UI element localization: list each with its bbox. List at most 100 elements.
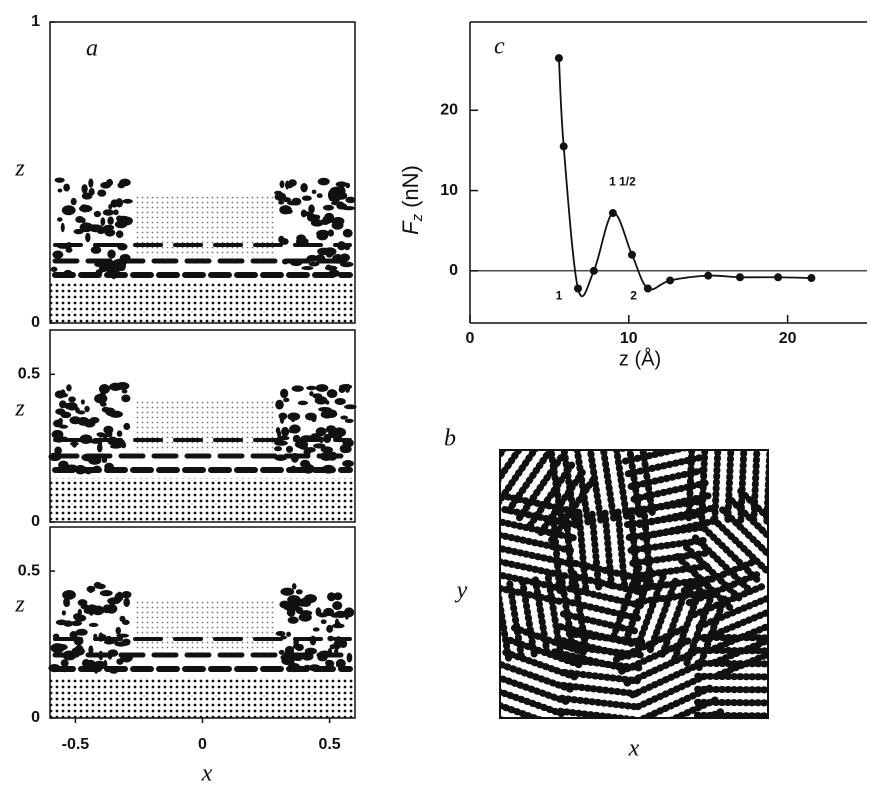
- fluid-molecule: [300, 597, 311, 607]
- fluid-molecule: [308, 664, 321, 671]
- fluid-molecule: [75, 216, 84, 223]
- fluid-molecule: [72, 438, 78, 448]
- fluid-molecule: [115, 627, 121, 635]
- fluid-molecule: [292, 385, 304, 392]
- data-point: [644, 284, 652, 292]
- fluid-molecule: [59, 400, 67, 408]
- molecule-chain: [780, 449, 783, 523]
- fluid-molecule: [337, 241, 346, 250]
- fluid-molecule: [123, 423, 130, 430]
- data-point: [774, 273, 782, 281]
- annotation: 2: [630, 289, 637, 303]
- x-axis-label: x: [201, 761, 213, 787]
- fluid-molecule: [343, 229, 353, 238]
- molecule-chain: [697, 728, 771, 729]
- fluid-molecule: [293, 654, 303, 661]
- fluid-molecule: [317, 232, 329, 241]
- fluid-molecule: [52, 250, 63, 258]
- fluid-molecule: [287, 412, 300, 420]
- fluid-molecule: [302, 195, 312, 200]
- fluid-molecule: [91, 605, 104, 615]
- x-tick-label: 0: [466, 330, 475, 347]
- fluid-molecule: [117, 243, 127, 250]
- fluid-molecule: [103, 209, 114, 216]
- fluid-molecule: [305, 413, 317, 421]
- fluid-molecule: [53, 634, 59, 640]
- fluid-molecule: [280, 588, 294, 596]
- fluid-molecule: [97, 189, 106, 196]
- data-point: [736, 273, 744, 281]
- y-axis-label: z: [14, 396, 25, 422]
- fluid-molecule: [120, 254, 131, 261]
- fluid-molecule: [81, 399, 85, 404]
- fluid-molecule: [320, 219, 329, 225]
- y-tick-label: 0: [449, 262, 458, 279]
- fluid-molecule: [327, 636, 334, 642]
- fluid-molecule: [291, 453, 299, 463]
- fluid-molecule: [63, 270, 73, 278]
- fluid-molecule: [315, 384, 328, 392]
- fluid-molecule: [68, 396, 76, 402]
- fluid-molecule: [321, 619, 327, 624]
- fluid-molecule: [317, 248, 330, 255]
- y-tick-label: 20: [440, 102, 458, 119]
- fluid-molecule: [71, 198, 77, 205]
- fluid-molecule: [121, 591, 131, 598]
- fluid-molecule: [91, 246, 102, 254]
- fluid-molecule: [301, 266, 313, 270]
- fluid-molecule: [119, 616, 125, 622]
- fluid-molecule: [280, 414, 285, 423]
- molecule-chain: [689, 445, 692, 519]
- fluid-molecule: [317, 193, 323, 198]
- fluid-molecule: [309, 262, 320, 267]
- fluid-molecule: [119, 179, 131, 187]
- fluid-molecule: [292, 583, 297, 589]
- fluid-molecule: [302, 211, 310, 216]
- x-tick-label: 20: [779, 330, 797, 347]
- fluid-molecule: [89, 188, 95, 196]
- fluid-molecule: [98, 433, 111, 437]
- molecule-chain: [697, 702, 771, 703]
- fluid-molecule: [345, 197, 355, 204]
- fluid-molecule: [51, 267, 58, 272]
- fluid-molecule: [60, 412, 71, 419]
- y-tick-label: 10: [440, 182, 458, 199]
- data-point: [609, 209, 617, 217]
- fluid-molecule: [281, 427, 289, 437]
- fluid-molecule: [122, 217, 133, 226]
- panel-label: c: [494, 34, 505, 60]
- data-point: [807, 274, 815, 282]
- fluid-molecule: [88, 455, 101, 465]
- fluid-molecule: [85, 233, 90, 243]
- fluid-molecule: [121, 394, 130, 402]
- fluid-molecule: [123, 598, 130, 607]
- data-point: [628, 251, 636, 259]
- fluid-molecule: [336, 181, 348, 187]
- force-curve: [559, 58, 811, 296]
- fluid-molecule: [78, 599, 88, 606]
- y-tick-label: 0.5: [18, 366, 40, 383]
- fluid-molecule: [334, 611, 347, 618]
- fluid-molecule: [102, 407, 110, 413]
- fluid-molecule: [77, 417, 89, 426]
- fluid-molecule: [305, 648, 317, 655]
- fluid-molecule: [107, 250, 115, 259]
- fluid-molecule: [293, 638, 299, 646]
- fluid-molecule: [316, 427, 327, 436]
- data-point: [560, 142, 568, 150]
- fluid-molecule: [332, 601, 342, 610]
- fluid-molecule: [315, 254, 325, 263]
- fluid-molecule: [322, 465, 335, 474]
- y-axis-label: z: [14, 156, 25, 182]
- data-point: [704, 272, 712, 280]
- fluid-molecule: [93, 634, 97, 639]
- fluid-molecule: [62, 205, 76, 215]
- y-axis-label: z: [14, 592, 25, 618]
- fluid-molecule: [290, 260, 302, 266]
- fluid-molecule: [67, 402, 78, 411]
- molecule-chain: [715, 446, 718, 520]
- fluid-molecule: [289, 424, 300, 433]
- fluid-molecule: [332, 221, 344, 230]
- fluid-molecule: [74, 636, 84, 645]
- fluid-molecule: [279, 650, 285, 655]
